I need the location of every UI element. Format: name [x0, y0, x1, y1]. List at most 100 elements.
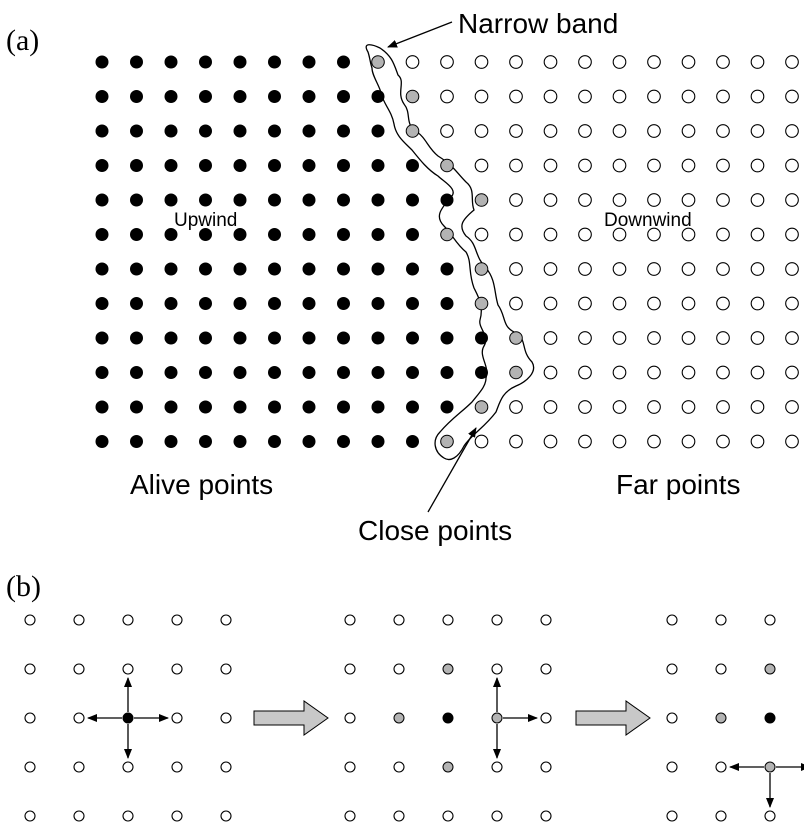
alive-point	[199, 331, 212, 345]
alive-point	[95, 90, 109, 103]
far-point	[543, 89, 558, 104]
far-point	[474, 124, 489, 138]
alive-point	[95, 366, 109, 379]
alive-point	[95, 124, 109, 138]
far-point	[393, 614, 405, 626]
far-point	[750, 434, 765, 449]
far-point	[474, 227, 489, 242]
alive-point	[440, 366, 454, 379]
alive-point	[268, 55, 281, 69]
alive-point	[199, 297, 212, 310]
far-point	[647, 158, 661, 173]
alive-point	[475, 331, 488, 345]
far-point	[647, 55, 661, 69]
far-point	[785, 365, 799, 380]
alive-point	[440, 400, 454, 414]
close-point	[764, 663, 776, 675]
far-point	[491, 810, 503, 822]
alive-point	[199, 90, 212, 103]
far-point	[543, 331, 558, 345]
alive-point	[406, 400, 419, 414]
far-point	[647, 89, 661, 104]
far-point	[543, 124, 558, 138]
far-point	[647, 434, 661, 449]
narrow-band-outline	[365, 44, 535, 461]
far-point	[681, 89, 696, 104]
alive-point	[164, 159, 178, 172]
alive-point	[164, 297, 178, 310]
far-point	[474, 89, 489, 104]
alive-point	[95, 262, 109, 276]
alive-point	[337, 435, 350, 448]
far-point	[681, 331, 696, 345]
alive-point	[95, 435, 109, 448]
alive-point	[268, 331, 281, 345]
far-point	[509, 262, 523, 276]
alive-point	[302, 228, 316, 241]
far-point	[474, 55, 489, 69]
alive-point	[268, 159, 281, 172]
far-point	[24, 663, 36, 675]
far-point	[681, 262, 696, 276]
alive-point	[233, 90, 247, 103]
far-point	[474, 158, 489, 173]
alive-point	[164, 435, 178, 448]
far-point	[24, 614, 36, 626]
far-point	[578, 89, 592, 104]
far-point	[540, 712, 552, 724]
far-point	[716, 124, 730, 138]
panel-b-label: (b)	[6, 570, 41, 603]
alive-point	[268, 297, 281, 310]
far-point	[442, 614, 454, 626]
far-point	[750, 331, 765, 345]
far-point	[171, 761, 183, 773]
far-point	[578, 55, 592, 69]
alive-point	[199, 159, 212, 172]
alive-point	[268, 228, 281, 241]
far-point	[405, 55, 420, 69]
alive-point	[164, 193, 178, 207]
alive-point	[95, 228, 109, 241]
close-point	[509, 365, 523, 380]
far-point	[647, 331, 661, 345]
far-point	[578, 193, 592, 207]
far-point	[578, 124, 592, 138]
alive-point	[371, 366, 385, 379]
alive-point	[233, 366, 247, 379]
far-point	[344, 761, 356, 773]
far-point	[344, 614, 356, 626]
close-point	[764, 761, 776, 773]
alive-point	[199, 55, 212, 69]
far-point	[578, 400, 592, 414]
alive-point	[475, 366, 488, 379]
alive-point	[406, 366, 419, 379]
far-point	[716, 434, 730, 449]
far-point	[393, 761, 405, 773]
alive-point	[130, 193, 143, 207]
alive-point	[302, 400, 316, 414]
far-point	[666, 663, 678, 675]
far-point	[171, 712, 183, 724]
far-point	[681, 124, 696, 138]
alive-point	[268, 193, 281, 207]
far-point	[171, 810, 183, 822]
alive-point	[371, 262, 385, 276]
alive-point	[302, 435, 316, 448]
far-point	[785, 124, 799, 138]
alive-point	[268, 435, 281, 448]
far-point	[122, 614, 134, 626]
far-point	[220, 663, 232, 675]
alive-point	[233, 262, 247, 276]
far-point	[647, 227, 661, 242]
alive-point	[233, 400, 247, 414]
step-3	[666, 614, 804, 822]
far-point	[750, 262, 765, 276]
far-point	[440, 124, 454, 138]
far-point	[750, 89, 765, 104]
far-point	[716, 365, 730, 380]
close-point	[440, 227, 454, 242]
far-point	[716, 400, 730, 414]
far-point	[785, 296, 799, 311]
alive-point	[440, 331, 454, 345]
alive-point	[302, 159, 316, 172]
